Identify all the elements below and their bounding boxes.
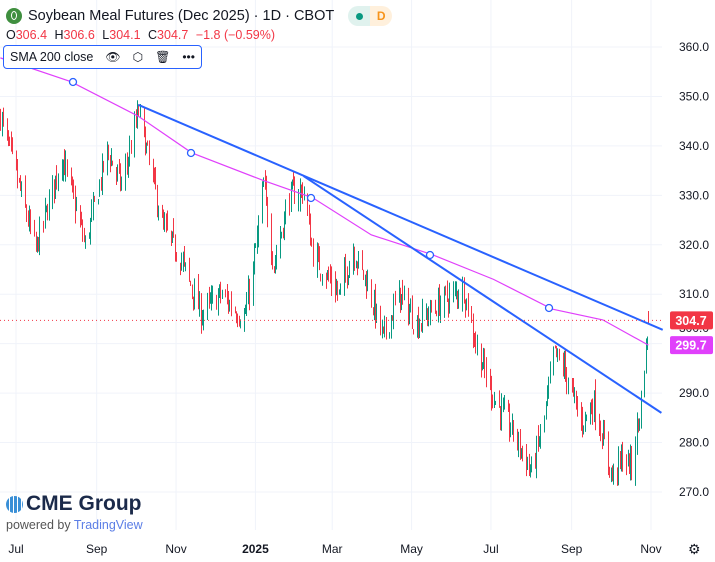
y-tick-label: 290.0 bbox=[679, 386, 709, 400]
x-tick-label: Mar bbox=[322, 542, 343, 556]
x-tick-label: Jul bbox=[8, 542, 23, 556]
sma-anchor-handle bbox=[186, 148, 196, 158]
sma-value-badge bbox=[670, 336, 713, 355]
x-tick-label: Jul bbox=[483, 542, 498, 556]
x-tick-label: May bbox=[400, 542, 423, 556]
last-price-badge bbox=[670, 311, 713, 330]
last-price-label: 304.7 bbox=[675, 314, 706, 328]
sma-anchor-handle bbox=[425, 250, 435, 260]
ohlc-legend: O306.4 H306.6 L304.1 C304.7 −1.8 (−0.59%… bbox=[6, 28, 279, 42]
indicator-label[interactable]: SMA 200 close bbox=[10, 50, 94, 64]
high-label: H bbox=[54, 28, 64, 42]
trendline bbox=[137, 103, 664, 331]
low-label: L bbox=[102, 28, 110, 42]
y-tick-label: 280.0 bbox=[679, 436, 709, 450]
y-tick-label: 340.0 bbox=[679, 139, 709, 153]
symbol-title[interactable]: Soybean Meal Futures (Dec 2025) · 1D · C… bbox=[28, 8, 335, 24]
settings-gear-icon[interactable]: ⚙ bbox=[688, 541, 701, 557]
x-tick-label: Sep bbox=[86, 542, 108, 556]
low-value: 304.1 bbox=[109, 28, 141, 42]
eye-icon[interactable]: 👁 bbox=[105, 50, 121, 64]
more-icon[interactable]: ••• bbox=[182, 50, 195, 64]
tradingview-link[interactable]: TradingView bbox=[73, 518, 143, 532]
sma-200-line bbox=[0, 57, 649, 346]
soybean-symbol-icon bbox=[6, 8, 22, 24]
sma-value-label: 299.7 bbox=[675, 339, 706, 353]
y-tick-label: 270.0 bbox=[679, 485, 709, 499]
market-status[interactable]: D bbox=[348, 6, 393, 26]
logo-text: CME Group bbox=[26, 492, 142, 515]
powered-by[interactable]: powered by TradingView bbox=[6, 518, 143, 532]
y-tick-label: 330.0 bbox=[679, 188, 709, 202]
trendline bbox=[303, 175, 662, 414]
close-label: C bbox=[148, 28, 158, 42]
sma-indicator-legend[interactable]: SMA 200 close 👁 ⬡ 🗑 ••• bbox=[3, 45, 202, 69]
high-value: 306.6 bbox=[63, 28, 95, 42]
settings-icon[interactable]: ⬡ bbox=[132, 50, 144, 64]
y-tick-label: 310.0 bbox=[679, 287, 709, 301]
powered-by-text: powered by bbox=[6, 518, 71, 532]
y-tick-label: 320.0 bbox=[679, 238, 709, 252]
x-tick-label: Nov bbox=[165, 542, 186, 556]
cme-logo: CME Group bbox=[6, 492, 142, 516]
close-value: 304.7 bbox=[157, 28, 189, 42]
market-open-icon bbox=[348, 6, 371, 26]
change-value: −1.8 (−0.59%) bbox=[195, 28, 276, 42]
y-tick-label: 350.0 bbox=[679, 89, 709, 103]
chart-header: Soybean Meal Futures (Dec 2025) · 1D · C… bbox=[6, 6, 393, 26]
x-tick-label: 2025 bbox=[242, 542, 269, 556]
open-value: 306.4 bbox=[15, 28, 48, 42]
open-label: O bbox=[6, 28, 16, 42]
y-tick-label: 360.0 bbox=[679, 40, 709, 54]
x-tick-label: Nov bbox=[640, 542, 661, 556]
sma-anchor-handle bbox=[544, 303, 554, 313]
x-tick-label: Sep bbox=[561, 542, 583, 556]
globe-icon bbox=[6, 495, 23, 513]
sma-anchor-handle bbox=[68, 77, 78, 87]
delayed-badge: D bbox=[370, 6, 393, 26]
sma-anchor-handle bbox=[306, 193, 316, 203]
trash-icon[interactable]: 🗑 bbox=[155, 50, 171, 64]
